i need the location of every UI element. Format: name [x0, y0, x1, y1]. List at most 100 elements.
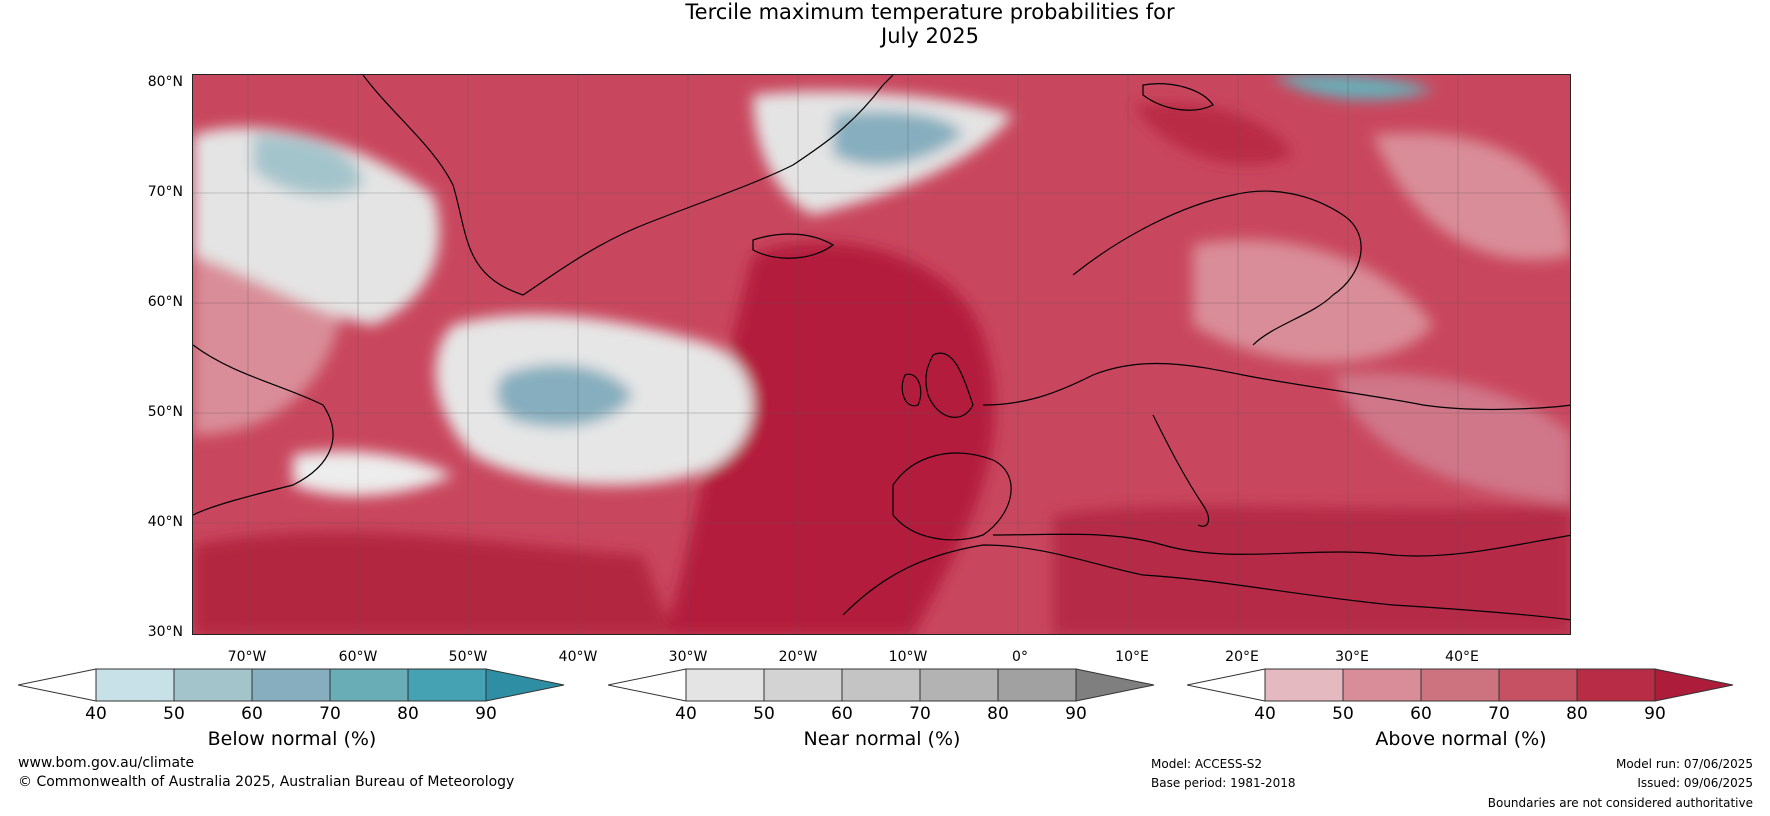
- svalbard-coast: [1142, 83, 1214, 111]
- lat-label-40n: 40°N: [147, 514, 183, 530]
- below-tick-90: 90: [475, 704, 497, 724]
- below-swatch-1: [95, 668, 175, 702]
- iceland-coast: [752, 233, 835, 259]
- below-swatch-6: [485, 668, 565, 702]
- title-line-1: Tercile maximum temperature probabilitie…: [685, 0, 1175, 24]
- below-normal-north-atlantic: [496, 364, 633, 427]
- ireland-coast: [901, 373, 922, 407]
- website-link[interactable]: www.bom.gov.au/climate: [18, 755, 195, 771]
- graticule: [193, 75, 1570, 634]
- lon-label-20e: 20°E: [1225, 649, 1259, 665]
- lon-label-0: 0°: [1012, 649, 1028, 665]
- lon-label-30e: 30°E: [1335, 649, 1369, 665]
- colorbar-near-normal-swatches: [607, 668, 1155, 702]
- above-tick-80: 80: [1566, 704, 1588, 724]
- colorbar-below-normal-swatches: [17, 668, 565, 702]
- above-tick-60: 60: [1410, 704, 1432, 724]
- near-tick-40: 40: [675, 704, 697, 724]
- dark-atlantic-area: [663, 242, 995, 634]
- model-text: Model: ACCESS-S2: [1151, 757, 1263, 771]
- labrador-coast: [193, 344, 334, 516]
- below-tick-40: 40: [85, 704, 107, 724]
- near-normal-caption: Near normal (%): [803, 728, 961, 750]
- above-tick-90: 90: [1644, 704, 1666, 724]
- near-tick-50: 50: [753, 704, 775, 724]
- near-swatch-3: [841, 668, 921, 702]
- lon-label-30w: 30°W: [668, 649, 708, 665]
- above-tick-50: 50: [1332, 704, 1354, 724]
- near-swatch-4: [919, 668, 999, 702]
- above-swatch-3: [1420, 668, 1500, 702]
- lon-label-60w: 60°W: [338, 649, 378, 665]
- above-swatch-4: [1498, 668, 1578, 702]
- model-run-text: Model run: 07/06/2025: [1615, 757, 1753, 771]
- near-swatch-0: [607, 668, 687, 702]
- lon-label-50w: 50°W: [448, 649, 488, 665]
- greenland-coast: [362, 75, 894, 296]
- title-line-2: July 2025: [881, 24, 979, 48]
- base-period-text: Base period: 1981-2018: [1151, 776, 1296, 790]
- lon-label-10w: 10°W: [888, 649, 928, 665]
- above-swatch-1: [1264, 668, 1344, 702]
- lon-label-40w: 40°W: [558, 649, 598, 665]
- coastlines: [193, 75, 1570, 621]
- above-swatch-2: [1342, 668, 1422, 702]
- disclaimer-text: Boundaries are not considered authoritat…: [1487, 796, 1753, 810]
- near-normal-baffin: [193, 127, 440, 325]
- below-swatch-2: [173, 668, 253, 702]
- below-swatch-5: [407, 668, 487, 702]
- colorbar-below-normal: 40 50 60 70 80 90 Below normal (%): [17, 668, 568, 750]
- colorbar-above-normal: 40 50 60 70 80 90 Above normal (%): [1186, 668, 1737, 750]
- near-swatch-2: [763, 668, 843, 702]
- light-barents-area: [1373, 133, 1570, 260]
- dark-mediterranean-area: [1053, 505, 1570, 634]
- below-normal-arctic-patch: [1273, 75, 1433, 100]
- below-normal-baffin-patch: [253, 134, 363, 196]
- dark-southwest-area: [193, 532, 673, 634]
- below-tick-60: 60: [241, 704, 263, 724]
- lat-label-60n: 60°N: [147, 294, 183, 310]
- below-swatch-0: [17, 668, 97, 702]
- light-scandinavia-area: [1193, 239, 1433, 363]
- colorbar-above-normal-swatches: [1186, 668, 1734, 702]
- lon-label-10e: 10°E: [1115, 649, 1149, 665]
- below-normal-greenland-sea: [833, 111, 963, 166]
- above-tick-40: 40: [1254, 704, 1276, 724]
- lon-label-40e: 40°E: [1445, 649, 1479, 665]
- above-swatch-6: [1654, 668, 1734, 702]
- light-eastern-europe-area: [1333, 373, 1570, 505]
- near-tick-60: 60: [831, 704, 853, 724]
- lat-label-30n: 30°N: [147, 624, 183, 640]
- above-swatch-5: [1576, 668, 1656, 702]
- colorbar-near-normal: 40 50 60 70 80 90 Near normal (%): [607, 668, 1158, 750]
- below-tick-50: 50: [163, 704, 185, 724]
- italy-coast: [1152, 414, 1210, 527]
- europe-coast: [982, 362, 1570, 411]
- below-swatch-3: [251, 668, 331, 702]
- iberia-coast: [892, 452, 1012, 541]
- map-canvas: [193, 75, 1570, 634]
- near-tick-90: 90: [1065, 704, 1087, 724]
- lon-label-20w: 20°W: [778, 649, 818, 665]
- above-swatch-0: [1186, 668, 1266, 702]
- lon-label-70w: 70°W: [227, 649, 267, 665]
- lat-label-70n: 70°N: [147, 184, 183, 200]
- issued-text: Issued: 09/06/2025: [1637, 776, 1753, 790]
- below-swatch-4: [329, 668, 409, 702]
- near-tick-80: 80: [987, 704, 1009, 724]
- below-normal-caption: Below normal (%): [207, 728, 377, 750]
- below-tick-70: 70: [319, 704, 341, 724]
- near-tick-70: 70: [909, 704, 931, 724]
- north-africa-coast: [842, 544, 1570, 621]
- probability-map: [192, 74, 1571, 635]
- below-tick-80: 80: [397, 704, 419, 724]
- lat-label-50n: 50°N: [147, 404, 183, 420]
- above-tick-70: 70: [1488, 704, 1510, 724]
- mediterranean-coast: [992, 533, 1570, 557]
- above-normal-caption: Above normal (%): [1375, 728, 1547, 750]
- near-swatch-6: [1075, 668, 1155, 702]
- map-title: Tercile maximum temperature probabilitie…: [0, 0, 1770, 48]
- near-normal-newfoundland: [293, 451, 453, 496]
- dark-svalbard-area: [1133, 102, 1293, 165]
- near-swatch-1: [685, 668, 765, 702]
